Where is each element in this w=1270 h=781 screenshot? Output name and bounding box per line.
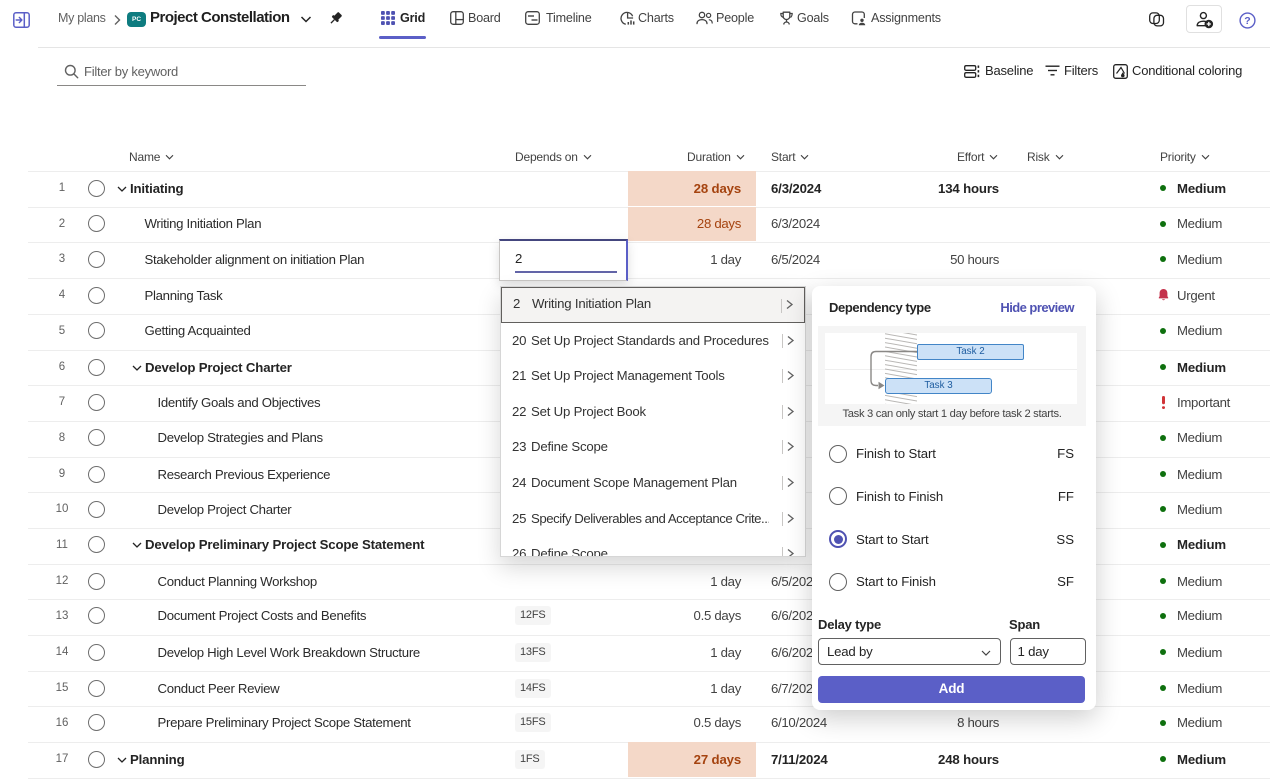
svg-text:?: ? [1244,15,1250,27]
